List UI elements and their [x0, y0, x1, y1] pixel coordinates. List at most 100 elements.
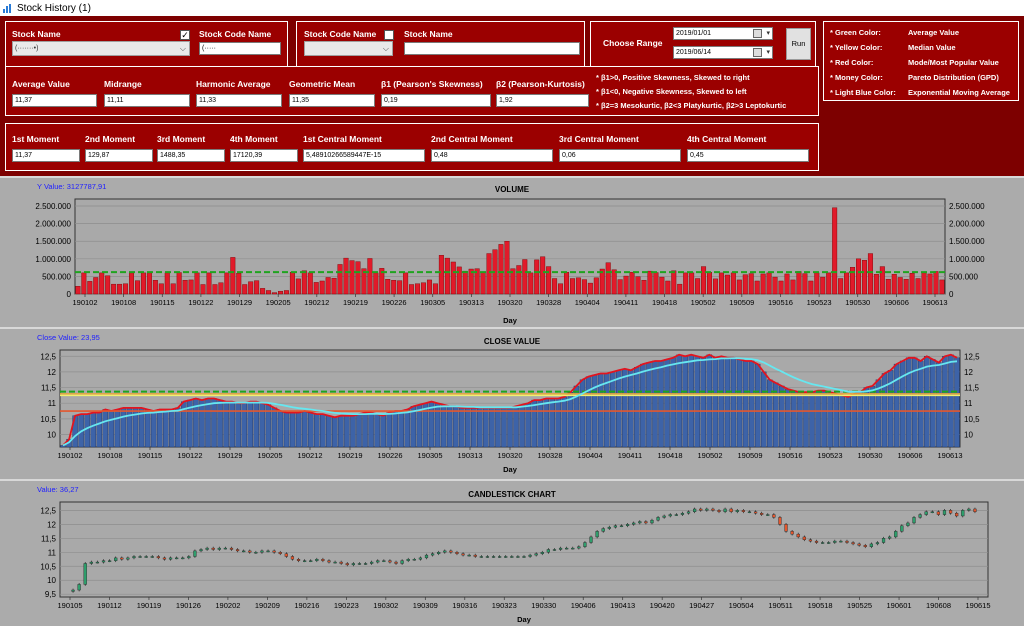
volume-bar — [140, 272, 146, 295]
stat-value: 11,33 — [196, 94, 282, 107]
volume-bar — [129, 272, 134, 295]
volume-bar — [99, 272, 105, 295]
volume-bar — [349, 260, 355, 295]
candle-body — [686, 511, 691, 514]
volume-chart-svg: 0 0 500.000 500.000 1.000.000 1.000.000 1.500.… — [35, 198, 985, 325]
x-tick-label: 190105 — [57, 601, 82, 610]
color-legend-panel: * Green Color: Average Value * Yellow Colo… — [823, 21, 1019, 101]
volume-bar — [730, 272, 736, 295]
candle-body — [211, 547, 215, 550]
candle-body — [784, 524, 788, 532]
close-bar — [561, 396, 568, 448]
x-tick-label: 190108 — [97, 451, 122, 460]
close-bar — [760, 371, 767, 448]
candle-body — [510, 556, 514, 558]
stock-checkbox[interactable]: ✓ — [180, 30, 190, 40]
legend-key: * Light Blue Color: — [830, 88, 896, 97]
stock-name-combo[interactable]: (·······•) ⌵ — [12, 41, 190, 56]
volume-bar — [760, 273, 766, 295]
stock-code-input[interactable]: (····· — [199, 42, 281, 55]
volume-bar — [742, 274, 748, 295]
close-bar — [513, 406, 519, 448]
y-tick-label-right: 2.000.000 — [949, 220, 985, 229]
volume-bar — [891, 274, 897, 295]
x-tick-label: 190112 — [97, 601, 121, 610]
volume-bar — [450, 261, 456, 295]
candle-body — [625, 524, 630, 526]
x-tick-label: 190525 — [847, 601, 872, 610]
candle-body — [680, 512, 685, 515]
close-bar — [664, 359, 670, 448]
close-bar — [84, 413, 90, 448]
candle-body — [772, 514, 776, 518]
close-bar — [531, 399, 537, 448]
candle-body — [705, 508, 709, 511]
candle-body — [839, 540, 843, 543]
moment-label: 2nd Moment — [85, 134, 136, 144]
x-tick-label: 190102 — [72, 298, 97, 307]
candle-body — [357, 563, 362, 565]
close-bar — [368, 412, 374, 448]
close-bar — [253, 401, 260, 448]
close-bar — [924, 356, 930, 448]
stock-name-input-2[interactable] — [404, 42, 580, 55]
close-bar — [742, 360, 749, 448]
candle-body — [144, 556, 148, 558]
volume-bar — [248, 281, 254, 295]
candle-body — [412, 559, 416, 561]
candle-body — [894, 531, 898, 538]
candle-body — [473, 554, 477, 557]
x-tick-label: 190613 — [922, 298, 947, 307]
volume-bar — [117, 283, 123, 295]
candle-body — [132, 556, 136, 559]
candle-body — [546, 549, 550, 553]
x-tick-label: 190202 — [215, 601, 240, 610]
close-bar — [688, 354, 694, 448]
close-bar — [525, 402, 531, 448]
close-bar — [114, 409, 121, 448]
stock-code-selector-panel: Stock Code Name Stock Name ⌵ — [296, 21, 585, 71]
close-bar — [471, 407, 477, 448]
close-bar — [821, 390, 827, 448]
candle-body — [89, 561, 93, 564]
stat-label: Harmonic Average — [196, 79, 271, 89]
close-bar — [380, 415, 386, 448]
x-tick-label: 190608 — [926, 601, 951, 610]
candle-body — [888, 536, 892, 539]
volume-bar — [790, 279, 796, 295]
volume-bar — [301, 270, 307, 295]
x-tick-label: 190518 — [808, 601, 833, 610]
candle-body — [565, 547, 569, 550]
x-tick-label: 190129 — [227, 298, 252, 307]
x-tick-label: 190411 — [614, 298, 638, 307]
close-bar — [839, 395, 845, 448]
stock-code-combo[interactable]: ⌵ — [304, 41, 393, 56]
candle-body — [235, 549, 240, 552]
legend-value: Exponential Moving Average — [908, 88, 1010, 97]
volume-bar — [867, 253, 873, 295]
start-date-picker[interactable]: 2019/01/01 ▾ — [673, 27, 773, 40]
volume-bar — [897, 277, 903, 295]
close-bar — [259, 402, 266, 448]
end-date-picker[interactable]: 2019/06/14 ▾ — [673, 46, 773, 59]
stock-code-checkbox[interactable] — [384, 30, 394, 40]
legend-key: * Red Color: — [830, 58, 874, 67]
close-bar — [374, 413, 380, 448]
close-bar — [398, 410, 404, 448]
candle-body — [522, 556, 526, 558]
x-tick-label: 190413 — [610, 601, 635, 610]
volume-bar — [421, 282, 426, 295]
legend-key: * Green Color: — [830, 28, 881, 37]
candle-body — [181, 557, 185, 560]
run-button[interactable]: Run — [786, 28, 811, 60]
close-bar — [144, 409, 151, 448]
volume-bar — [444, 257, 450, 295]
candle-body — [345, 563, 349, 566]
x-tick-label: 190320 — [497, 298, 522, 307]
candle-body — [845, 540, 849, 543]
stat-note: * β2=3 Mesokurtic, β2<3 Platykurtic, β2>… — [596, 101, 787, 110]
volume-bar — [200, 284, 206, 295]
volume-bar — [111, 283, 117, 295]
candle-body — [906, 522, 910, 526]
moment-label: 2nd Central Moment — [431, 134, 513, 144]
